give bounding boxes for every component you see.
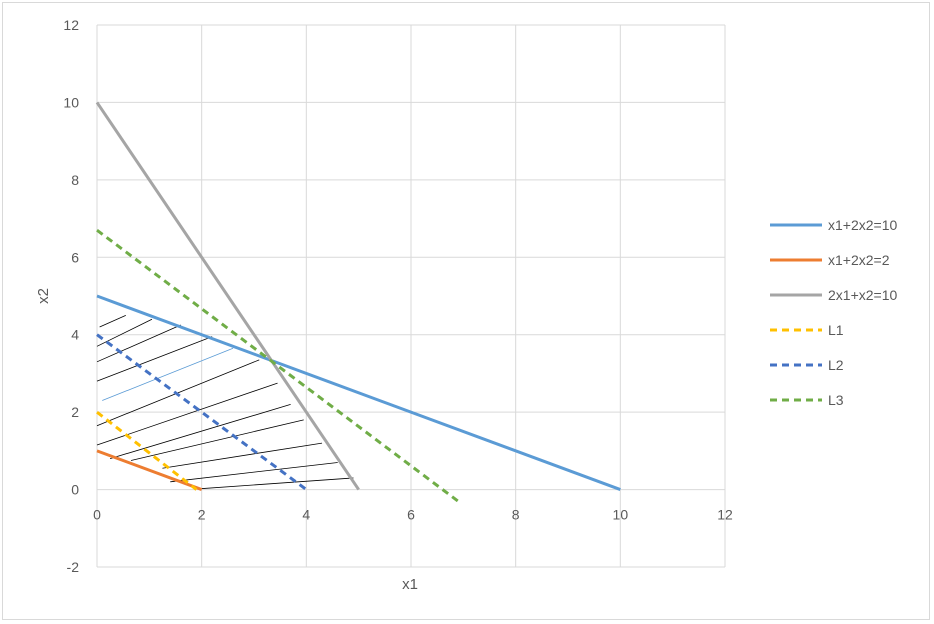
y-tick-label: 6	[71, 249, 79, 265]
legend-label: L2	[828, 357, 844, 373]
series-line-x1+2x2=2	[96, 449, 203, 491]
hatch-line	[102, 347, 234, 401]
hatch-line	[170, 462, 338, 483]
series-lines	[95, 101, 621, 503]
x-tick-label: 0	[93, 507, 101, 523]
y-axis-title: x2	[35, 288, 52, 304]
y-tick-label: 0	[71, 482, 79, 498]
x-tick-label: 12	[717, 507, 733, 523]
x-tick-label: 6	[407, 507, 415, 523]
hatch-line	[96, 336, 213, 382]
legend-label: 2x1+x2=10	[828, 287, 897, 303]
hatch-line	[162, 442, 323, 469]
feasible-region-hatching	[96, 314, 354, 490]
y-tick-label: 12	[63, 17, 79, 33]
series-line-L1	[96, 410, 198, 491]
hatch-line	[109, 404, 291, 459]
y-tick-label: 2	[71, 404, 79, 420]
y-tick-label: -2	[67, 559, 80, 575]
series-line-L3	[96, 228, 460, 503]
x-tick-label: 4	[302, 507, 310, 523]
legend-label: x1+2x2=2	[828, 252, 890, 268]
legend-label: x1+2x2=10	[828, 217, 897, 233]
x-axis-title: x1	[402, 576, 418, 593]
y-tick-label: 10	[63, 94, 79, 110]
x-tick-label: 10	[613, 507, 629, 523]
y-tick-label: 4	[71, 327, 79, 343]
legend-label: L3	[828, 392, 844, 408]
hatch-line	[96, 318, 153, 347]
tick-labels: 0 2 4 6 8 10 12 -2 0 2 4 6 8 10 12	[63, 17, 733, 575]
legend-label: L1	[828, 322, 844, 338]
hatch-line	[96, 359, 260, 427]
legend: x1+2x2=10 x1+2x2=2 2x1+x2=10 L1 L2 L3	[770, 217, 897, 408]
x-tick-label: 8	[512, 507, 520, 523]
hatch-line	[199, 477, 354, 490]
hatch-line	[96, 324, 181, 363]
series-line-L2	[96, 333, 308, 491]
series-line-x1+2x2=10	[96, 294, 621, 491]
series-line-2x1+x2=10	[95, 101, 360, 491]
hatch-line	[130, 419, 304, 461]
x-tick-label: 2	[198, 507, 206, 523]
y-tick-label: 8	[71, 172, 79, 188]
hatch-line	[99, 314, 126, 328]
